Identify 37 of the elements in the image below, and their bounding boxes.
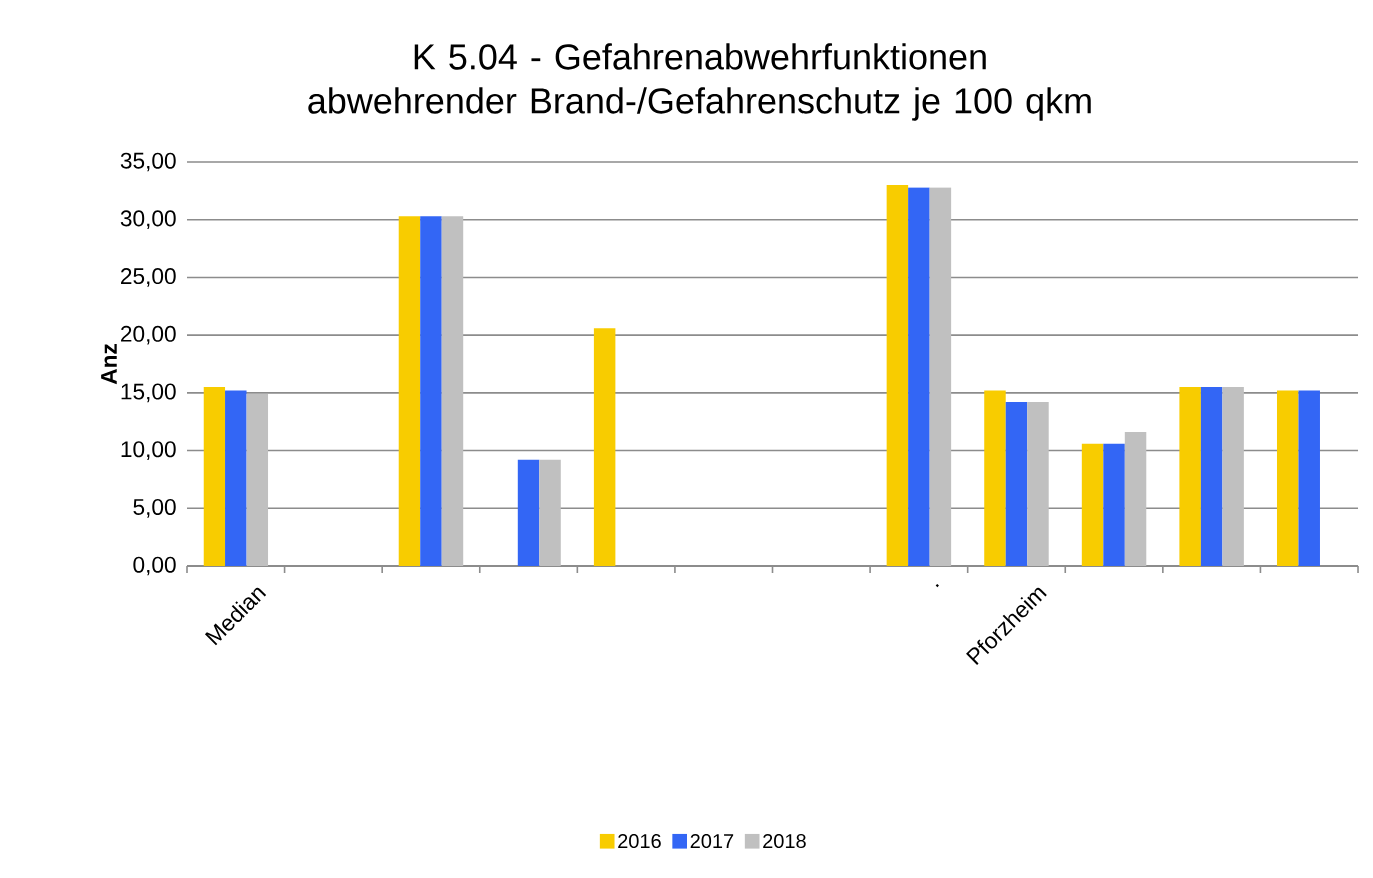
bar [246,394,269,566]
bar [929,187,952,566]
bar [517,459,540,566]
legend-label: 2017 [690,833,734,849]
bar [1222,387,1244,566]
bar [539,459,561,566]
chart-title: K 5.04 - Gefahrenabwehrfunktionen abwehrender Brand-/Gefahrenschutz je 100 qkm [308,43,1091,121]
bar [886,185,909,566]
bar [1027,402,1049,566]
bar [1005,402,1028,566]
y-tick-label: 15,00 [121,383,176,403]
y-tick-label: 10,00 [121,441,176,460]
bar [1298,390,1320,566]
y-tick-label: 5,00 [133,498,176,518]
y-tick-label: 20,00 [121,325,176,345]
legend-label: 2018 [763,833,806,849]
bar [593,328,616,566]
y-axis-title: Anz [101,344,117,385]
bar [203,387,226,566]
x-tick-label: . [935,583,939,588]
bar [1103,443,1125,566]
y-tick-label: 35,00 [120,152,176,172]
bar [1276,390,1299,566]
bar [441,216,464,566]
bar [984,390,1006,566]
bar [1124,432,1147,566]
bar [420,216,442,566]
bar [1179,387,1201,566]
bar [398,216,421,566]
y-tick-label: 0,00 [133,556,176,576]
y-tick-label: 25,00 [121,268,176,287]
bar [1200,387,1223,566]
y-tick-label: 30,00 [120,210,176,230]
legend-label: 2016 [618,833,661,849]
bar [225,390,247,566]
bar [908,187,930,566]
bar [1081,443,1104,566]
